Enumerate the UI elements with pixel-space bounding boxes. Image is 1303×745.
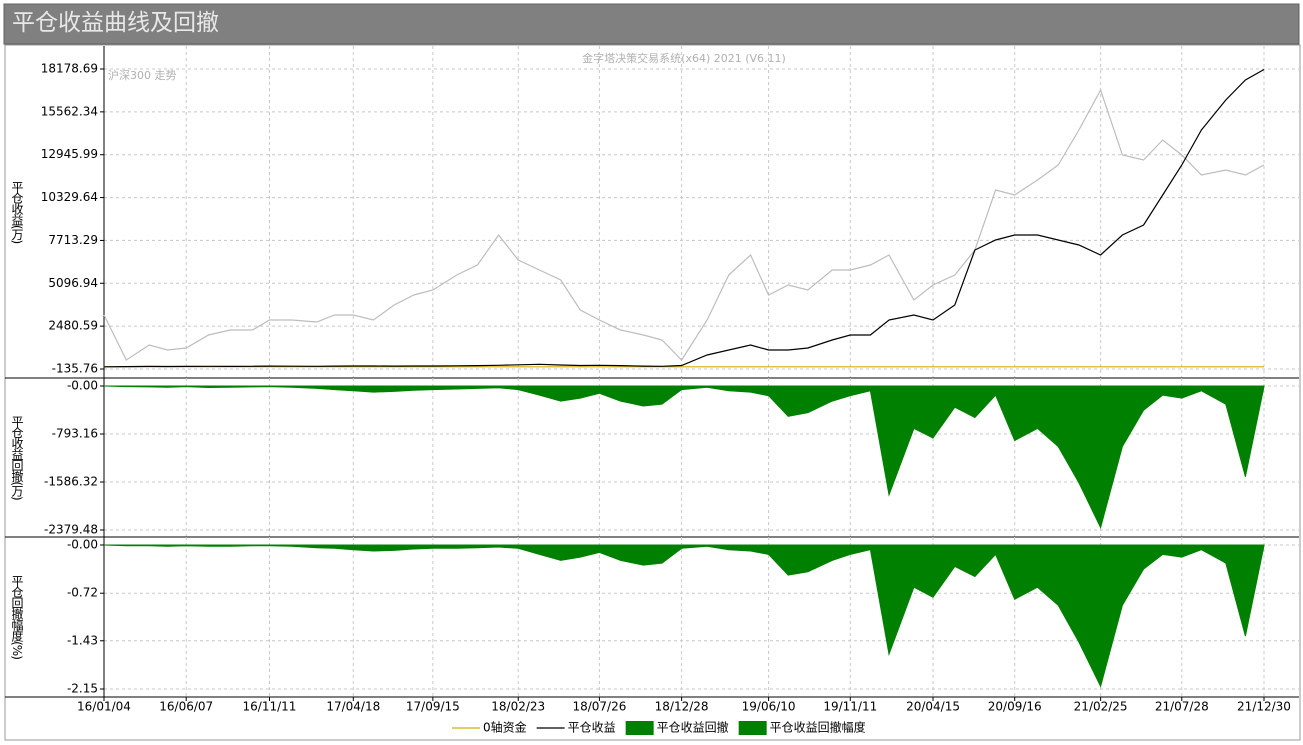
legend-label: 平仓收益回撤 bbox=[657, 720, 729, 735]
legend-label: 0轴资金 bbox=[483, 720, 527, 735]
y-tick-label: -135.76 bbox=[52, 362, 98, 376]
y-tick-label: 2480.59 bbox=[48, 319, 98, 333]
y-axis-label: 平仓回撤幅度(%) bbox=[10, 575, 24, 659]
series-label: 沪深300 走势 bbox=[108, 68, 177, 82]
legend-label: 平仓收益回撤幅度 bbox=[770, 720, 866, 735]
window-title: 平仓收益曲线及回撤 bbox=[12, 10, 219, 36]
watermark: 金字塔决策交易系统(x64) 2021 (V6.11) bbox=[582, 51, 786, 65]
y-tick-label: -0.00 bbox=[67, 379, 98, 393]
x-tick-label: 17/09/15 bbox=[406, 700, 460, 714]
y-tick-label: -793.16 bbox=[52, 427, 98, 441]
series-line bbox=[103, 68, 1265, 368]
x-tick-label: 18/02/23 bbox=[491, 700, 545, 714]
x-tick-label: 18/07/26 bbox=[572, 700, 626, 714]
legend-swatch bbox=[738, 721, 767, 735]
x-tick-label: 16/11/11 bbox=[243, 700, 297, 714]
x-tick-label: 21/12/30 bbox=[1237, 700, 1291, 714]
x-tick-label: 18/12/28 bbox=[655, 700, 709, 714]
y-tick-label: -1.43 bbox=[67, 633, 98, 647]
x-tick-label: 19/11/11 bbox=[823, 700, 877, 714]
y-tick-label: 12945.99 bbox=[41, 147, 98, 161]
x-tick-label: 16/06/07 bbox=[159, 700, 213, 714]
x-tick-label: 20/04/15 bbox=[906, 700, 960, 714]
x-tick-label: 20/09/16 bbox=[988, 700, 1042, 714]
y-tick-label: -2.15 bbox=[67, 682, 98, 696]
x-tick-label: 16/01/04 bbox=[77, 700, 131, 714]
x-tick-label: 19/06/10 bbox=[742, 700, 796, 714]
x-tick-label: 21/02/25 bbox=[1074, 700, 1128, 714]
series-line bbox=[103, 88, 1265, 361]
series-area bbox=[103, 544, 1265, 688]
y-tick-label: -2379.48 bbox=[44, 523, 98, 537]
y-tick-label: 5096.94 bbox=[48, 276, 98, 290]
y-tick-label: -0.00 bbox=[67, 538, 98, 552]
legend-swatch bbox=[625, 721, 654, 735]
y-tick-label: 15562.34 bbox=[41, 104, 98, 118]
x-tick-label: 17/04/18 bbox=[326, 700, 380, 714]
legend-label: 平仓收益 bbox=[568, 721, 616, 735]
y-tick-label: 7713.29 bbox=[48, 233, 98, 247]
title-bar bbox=[3, 3, 1300, 45]
y-tick-label: 10329.64 bbox=[41, 190, 98, 204]
x-tick-label: 21/07/28 bbox=[1155, 700, 1209, 714]
y-axis-label: 平仓收益回撤(万) bbox=[10, 415, 24, 500]
y-axis-label: 平仓收益(万) bbox=[10, 181, 24, 244]
y-tick-label: -0.72 bbox=[67, 586, 98, 600]
y-tick-label: 18178.69 bbox=[41, 62, 98, 76]
series-area bbox=[103, 385, 1265, 530]
y-tick-label: -1586.32 bbox=[44, 475, 98, 489]
